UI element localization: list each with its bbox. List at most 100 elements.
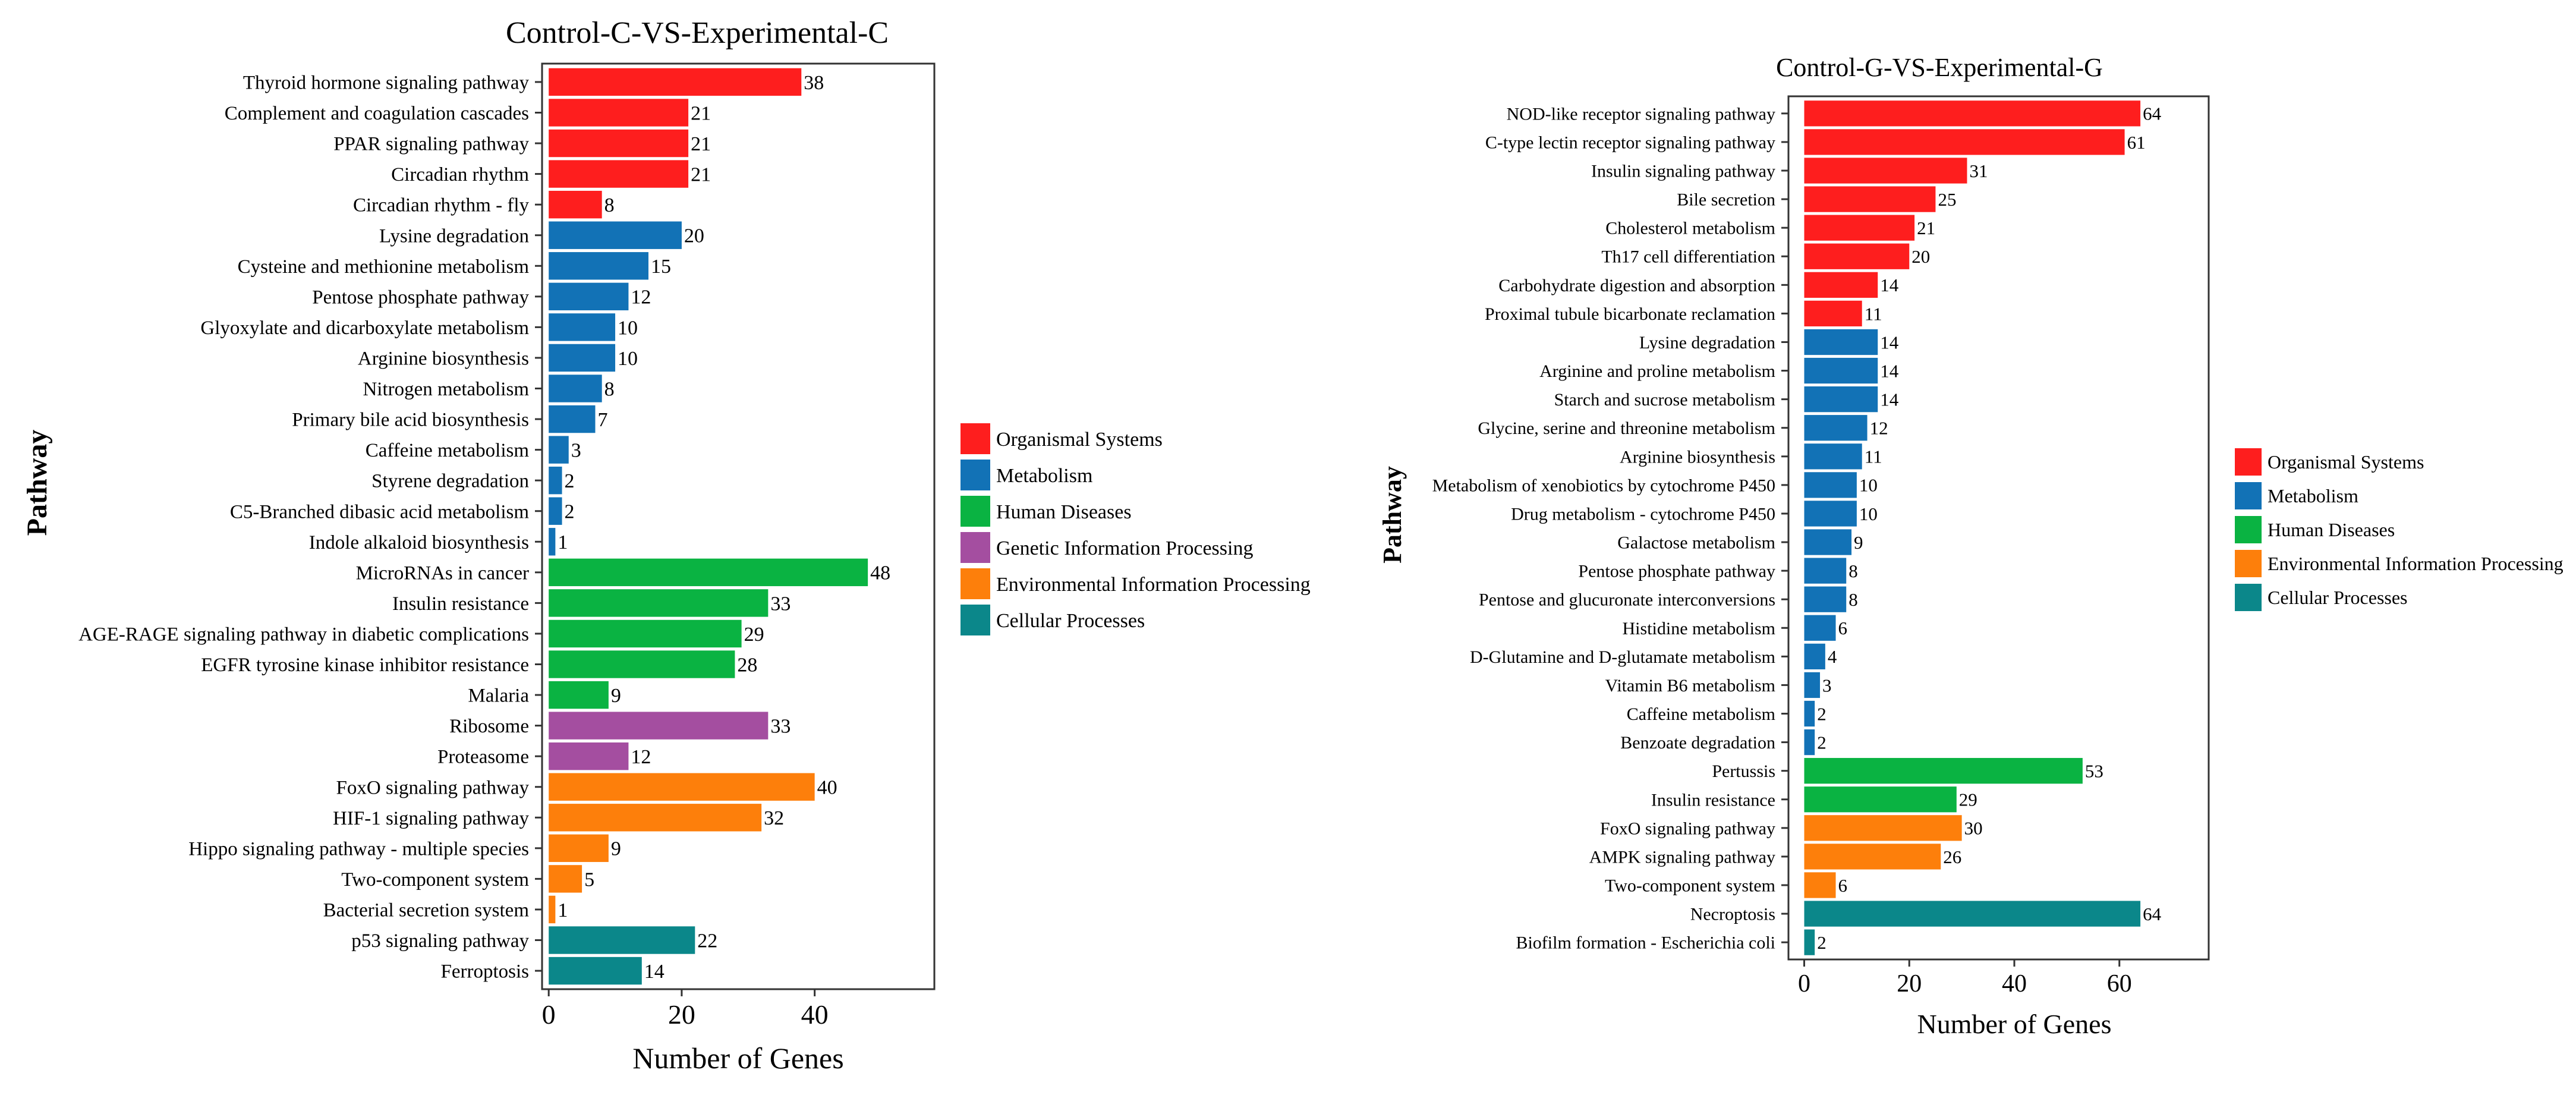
pathway-label: Complement and coagulation cascades [225, 103, 529, 124]
pathway-label: Vitamin B6 metabolism [1605, 676, 1775, 696]
pathway-label: Pentose phosphate pathway [312, 287, 529, 308]
bar-value-label: 2 [565, 501, 575, 523]
bar [1804, 786, 1957, 813]
pathway-label: Cholesterol metabolism [1605, 219, 1775, 238]
legend-swatch [961, 460, 990, 490]
bar [1804, 272, 1878, 298]
bar-value-label: 11 [1865, 303, 1882, 324]
bar [549, 375, 602, 402]
bar-value-label: 64 [2143, 103, 2162, 124]
legend-label: Cellular Processes [2268, 587, 2408, 608]
bar-value-label: 21 [1917, 218, 1935, 238]
bar-value-label: 3 [571, 440, 581, 462]
bar-value-label: 2 [1817, 932, 1826, 953]
bar [549, 99, 689, 127]
bar [1804, 558, 1847, 584]
chart-left-x-ticks: 0 20 40 [542, 989, 829, 1030]
chart-left-y-ticks [535, 81, 542, 972]
bar [1804, 586, 1847, 612]
chart-left-pathway-labels: Thyroid hormone signaling pathway Complem… [78, 72, 529, 982]
bar-value-label: 10 [1859, 504, 1878, 524]
bar [549, 742, 629, 770]
pathway-label: Cysteine and methionine metabolism [238, 256, 530, 278]
pathway-label: AMPK signaling pathway [1589, 847, 1775, 867]
legend-label: Environmental Information Processing [2268, 553, 2564, 574]
bar [549, 558, 868, 587]
chart-left-x-axis-label: Number of Genes [632, 1041, 843, 1075]
pathway-label: Carbohydrate digestion and absorption [1498, 276, 1775, 295]
pathway-label: Caffeine metabolism [1627, 704, 1775, 724]
legend-label: Organismal Systems [2268, 451, 2424, 473]
pathway-label: Hippo signaling pathway - multiple speci… [188, 838, 529, 860]
bar [549, 712, 769, 740]
pathway-label: Bacterial secretion system [323, 900, 530, 921]
pathway-label: Benzoate degradation [1620, 733, 1775, 753]
bar-value-label: 2 [565, 470, 575, 492]
chart-left-legend: Organismal Systems Metabolism Human Diseas… [961, 423, 1311, 635]
bar-value-label: 14 [1880, 275, 1899, 295]
chart-left: Control-C-VS-Experimental-C Number of Ge… [21, 16, 1311, 1075]
pathway-label: Proximal tubule bicarbonate reclamation [1485, 304, 1775, 324]
bar [1804, 615, 1836, 641]
bar [1804, 158, 1967, 184]
bar [549, 834, 609, 863]
bar-value-label: 38 [804, 72, 824, 94]
bar [549, 589, 769, 617]
legend-swatch [2235, 584, 2262, 611]
legend-label: Human Diseases [2268, 519, 2395, 540]
bar-value-label: 29 [744, 624, 764, 646]
bar [1804, 815, 1962, 841]
legend-label: Human Diseases [996, 501, 1132, 523]
bar-value-label: 9 [1854, 532, 1863, 553]
bar-value-label: 4 [1828, 646, 1837, 667]
bar [549, 282, 629, 311]
bar [1804, 672, 1821, 698]
bar-value-label: 48 [870, 562, 890, 584]
bar-value-label: 20 [684, 225, 704, 247]
bar-value-label: 21 [691, 102, 711, 124]
bar [1804, 443, 1862, 470]
bar [1804, 758, 2083, 784]
bar-value-label: 14 [1880, 389, 1899, 410]
chart-right: Control-G-VS-Experimental-G Number of Ge… [1378, 53, 2564, 1039]
pathway-label: Thyroid hormone signaling pathway [243, 72, 530, 93]
bar [1804, 643, 1825, 669]
bar [1804, 186, 1936, 212]
chart-right-plot-frame [1787, 95, 2210, 961]
chart-right-y-axis-label: Pathway [1378, 466, 1407, 564]
bar [549, 497, 562, 525]
chart-left-plot-frame [541, 62, 936, 990]
pathway-label: Primary bile acid biosynthesis [292, 410, 529, 431]
bar-value-label: 12 [631, 287, 651, 309]
bar [1804, 872, 1836, 898]
pathway-label: Arginine biosynthesis [358, 348, 529, 369]
bar-value-label: 6 [1838, 875, 1848, 896]
bar-value-label: 8 [1848, 589, 1858, 610]
chart-left-bars: 3821212182015121010873221483329289331240… [549, 68, 890, 985]
pathway-label: Proteasome [437, 747, 529, 768]
pathway-label: FoxO signaling pathway [336, 777, 530, 798]
pathway-label: Glycine, serine and threonine metabolism [1478, 419, 1775, 438]
bar [549, 773, 815, 801]
bar [549, 252, 648, 280]
bar-value-label: 10 [618, 348, 638, 370]
pathway-label: Styrene degradation [371, 471, 529, 492]
bar-value-label: 21 [691, 133, 711, 155]
bar-value-label: 14 [1880, 360, 1899, 381]
bar-value-label: 12 [1870, 418, 1888, 439]
pathway-label: Galactose metabolism [1617, 533, 1775, 553]
bar [549, 436, 569, 464]
bar [1804, 844, 1941, 870]
bar-value-label: 6 [1838, 618, 1848, 638]
legend-swatch [961, 532, 990, 563]
bar-value-label: 9 [611, 838, 621, 860]
bar [1804, 129, 2125, 155]
bar [549, 681, 609, 709]
bar-value-label: 53 [2085, 761, 2103, 782]
legend-swatch [961, 605, 990, 635]
x-tick-label: 0 [542, 999, 556, 1030]
bar-value-label: 1 [558, 531, 568, 553]
legend-label: Metabolism [2268, 485, 2358, 506]
pathway-label: Starch and sucrose metabolism [1554, 390, 1775, 410]
